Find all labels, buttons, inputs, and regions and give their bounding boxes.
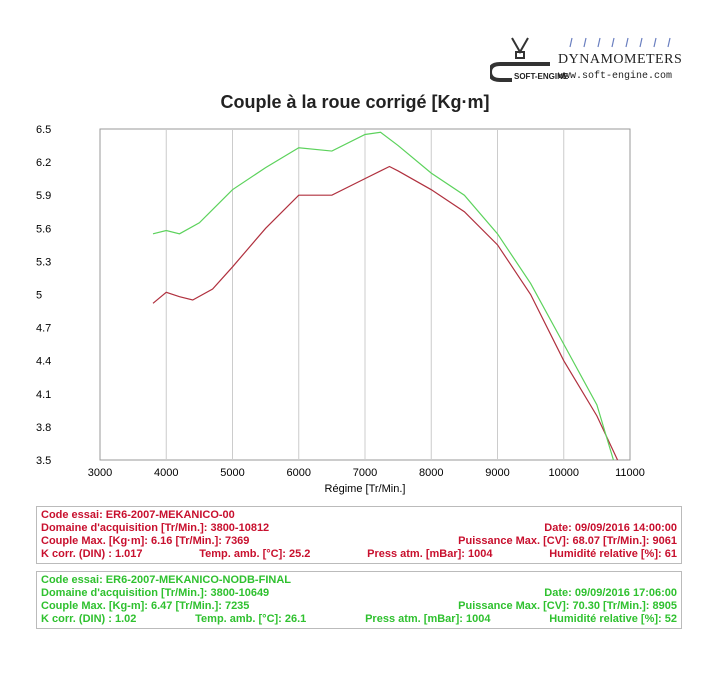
test-humidity: Humidité relative [%]: 52 [549,613,677,625]
brand-url: www.soft-engine.com [558,71,673,82]
test-code: Code essai: ER6-2007-MEKANICO-NODB-FINAL [41,574,291,586]
x-tick-label: 7000 [353,467,377,479]
test-info-2: Code essai: ER6-2007-MEKANICO-NODB-FINAL… [36,571,682,629]
test-date: Date: 09/09/2016 14:00:00 [544,522,677,534]
test-range: Domaine d'acquisition [Tr/Min.]: 3800-10… [41,587,270,599]
x-tick-label: 3000 [88,467,112,479]
y-tick-label: 5.9 [36,190,51,202]
y-tick-label: 3.8 [36,422,51,434]
test-temp: Temp. amb. [°C]: 25.2 [199,548,311,560]
test-code: Code essai: ER6-2007-MEKANICO-00 [41,509,235,521]
y-tick-label: 6.5 [36,124,51,136]
chart-title: Couple à la roue corrigé [Kg·m] [220,92,490,112]
test-torque-max: Couple Max. [Kg·m]: 6.16 [Tr/Min.]: 7369 [41,535,250,547]
test-date: Date: 09/09/2016 17:06:00 [544,587,677,599]
y-tick-label: 5 [36,290,42,302]
x-tick-label: 6000 [287,467,311,479]
y-tick-label: 4.1 [36,389,51,401]
x-tick-label: 10000 [548,467,579,479]
test-press: Press atm. [mBar]: 1004 [365,613,491,625]
x-tick-label: 11000 [615,467,645,479]
x-tick-label: 9000 [485,467,509,479]
test-kcorr: K corr. (DIN) : 1.02 [41,613,137,625]
series-line-2 [152,131,615,461]
brand-mark: SOFT-ENGINE [514,72,569,81]
y-tick-label: 4.4 [36,356,51,368]
test-humidity: Humidité relative [%]: 61 [549,548,677,560]
test-press: Press atm. [mBar]: 1004 [367,548,493,560]
x-tick-label: 4000 [154,467,178,479]
series-line-1 [152,165,619,461]
brand-name: DYNAMOMETERS [558,52,683,67]
y-tick-label: 5.6 [36,223,51,235]
y-tick-label: 3.5 [36,455,51,467]
x-tick-label: 8000 [419,467,443,479]
test-torque-max: Couple Max. [Kg-m]: 6.47 [Tr/Min.]: 7235 [41,600,250,612]
x-axis-label: Régime [Tr/Min.] [325,483,406,495]
torque-chart: 3000 4000 5000 6000 7000 8000 9000 10000 11000 6.… [36,124,645,495]
test-power-max: Puissance Max. [CV]: 68.07 [Tr/Min.]: 90… [458,535,677,547]
test-range: Domaine d'acquisition [Tr/Min.]: 3800-10… [41,522,270,534]
y-tick-label: 5.3 [36,256,51,268]
test-temp: Temp. amb. [°C]: 26.1 [195,613,307,625]
y-tick-label: 6.2 [36,157,51,169]
test-kcorr: K corr. (DIN) : 1.017 [41,548,143,560]
x-tick-label: 5000 [220,467,244,479]
test-info-1: Code essai: ER6-2007-MEKANICO-00 Domaine… [36,506,682,564]
logo-mark-icon [490,37,671,82]
y-tick-label: 4.7 [36,323,51,335]
test-power-max: Puissance Max. [CV]: 70.30 [Tr/Min.]: 89… [458,600,677,612]
